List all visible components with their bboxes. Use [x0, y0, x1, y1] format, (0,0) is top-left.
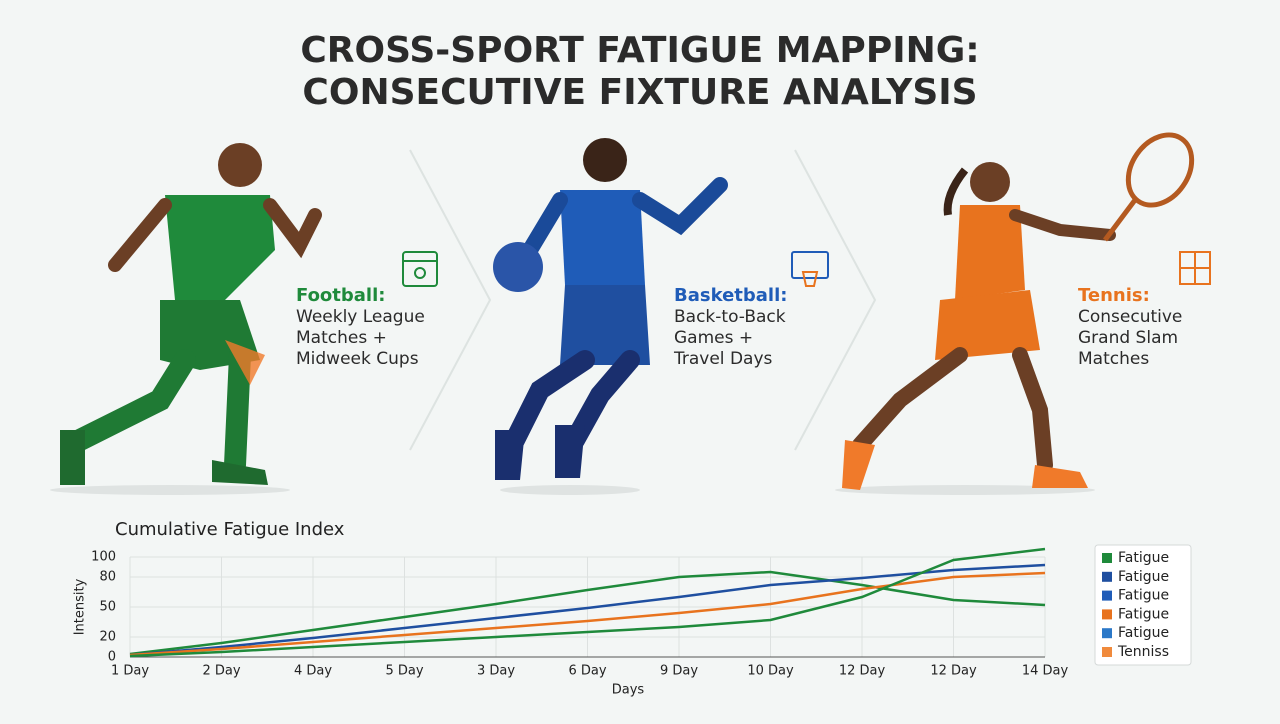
basketball-icon	[791, 251, 829, 287]
legend-box	[1094, 544, 1192, 666]
series-line	[129, 547, 1046, 658]
y-tick-label: 50	[99, 600, 116, 615]
sport-name: Tennis:	[1078, 285, 1150, 306]
legend-swatch	[1102, 553, 1112, 563]
title-line: CONSECUTIVE FIXTURE ANALYSIS	[302, 72, 977, 113]
legend-label: Fatigue	[1118, 569, 1169, 585]
sport-name: Basketball:	[674, 285, 787, 306]
sport-description: Grand Slam	[1078, 328, 1178, 348]
title-line: CROSS-SPORT FATIGUE MAPPING:	[300, 30, 979, 71]
sport-description: Weekly League	[296, 307, 425, 327]
divider	[794, 149, 877, 451]
football-player	[50, 143, 322, 495]
legend-label: Fatigue	[1118, 588, 1169, 604]
x-tick-label: 14 Day	[1022, 664, 1069, 679]
sport-description: Consecutive	[1078, 307, 1182, 327]
sport-description: Travel Days	[673, 349, 773, 369]
series-line	[129, 563, 1046, 657]
x-tick-label: 2 Day	[202, 664, 240, 679]
legend-label: Fatigue	[1118, 550, 1169, 566]
legend-label: Tenniss	[1117, 644, 1169, 660]
legend-swatch	[1102, 571, 1112, 582]
y-tick-label: 80	[99, 570, 116, 585]
x-tick-label: 9 Day	[660, 664, 698, 679]
legend-swatch	[1102, 609, 1112, 620]
y-axis-label: Intensity	[73, 578, 88, 635]
tennis-icon	[1179, 251, 1211, 285]
y-tick-label: 20	[99, 630, 116, 645]
tennis-player	[835, 132, 1195, 495]
y-tick-label: 0	[108, 650, 116, 665]
x-tick-label: 6 Day	[568, 664, 606, 679]
football-icon	[402, 251, 438, 287]
legend-swatch	[1102, 628, 1112, 639]
x-tick-label: 12 Day	[930, 664, 977, 679]
legend-swatch	[1102, 590, 1112, 601]
x-tick-label: 10 Day	[747, 664, 794, 679]
sport-description: Back-to-Back	[674, 307, 786, 327]
sport-description: Games +	[674, 328, 753, 348]
sport-name: Football:	[296, 285, 385, 306]
sport-description: Matches +	[296, 328, 387, 348]
x-tick-label: 3 Day	[477, 664, 515, 679]
legend-label: Fatigue	[1118, 625, 1169, 641]
x-tick-label: 5 Day	[385, 664, 423, 679]
sport-description: Matches	[1078, 349, 1149, 369]
x-tick-label: 1 Day	[111, 664, 149, 679]
divider	[409, 149, 492, 451]
x-axis-label: Days	[612, 683, 645, 698]
y-tick-label: 100	[91, 550, 116, 565]
chart-title: Cumulative Fatigue Index	[115, 519, 345, 540]
x-tick-label: 12 Day	[839, 664, 886, 679]
series-line	[129, 570, 1046, 656]
basketball-player	[493, 138, 728, 495]
x-tick-label: 4 Day	[294, 664, 332, 679]
legend-swatch	[1102, 647, 1112, 657]
legend-label: Fatigue	[1118, 606, 1169, 622]
sport-description: Midweek Cups	[296, 349, 419, 369]
